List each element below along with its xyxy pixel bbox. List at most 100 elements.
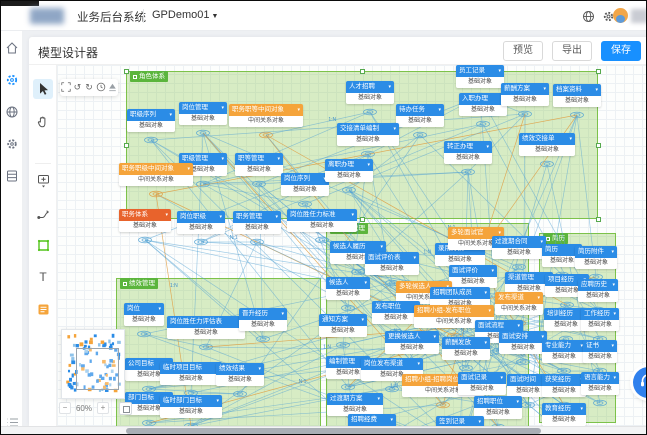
model-node-候选人履历[interactable]: 候选人履历 ▾ 基础对象 <box>330 241 386 264</box>
model-node-薪酬方案[interactable]: 薪酬方案 ▾ 基础对象 <box>501 83 549 106</box>
node-title[interactable]: 招聘职位 ▾ <box>474 396 522 408</box>
node-title[interactable]: 工作经历 ▾ <box>581 308 619 320</box>
selection-handle[interactable] <box>596 143 601 148</box>
node-title[interactable]: 晋升经历 ▾ <box>239 308 287 320</box>
text-tool-icon[interactable]: T <box>39 270 47 284</box>
chevron-down-icon[interactable]: ▾ <box>438 107 441 113</box>
model-node-招聘团队成员[interactable]: 招聘团队成员 ▾ 基础对象 <box>430 287 490 310</box>
model-node-面试评价表[interactable]: 面试评价表 ▾ 基础对象 <box>365 252 419 275</box>
preview-button[interactable]: 预览 <box>503 41 543 61</box>
chevron-down-icon[interactable]: ▾ <box>498 230 501 236</box>
model-node-岗位管理[interactable]: 岗位管理 ▾ 基础对象 <box>179 102 227 125</box>
chevron-down-icon[interactable]: ▾ <box>413 255 416 261</box>
model-node-候选人[interactable]: 候选人 ▾ 基础对象 <box>326 277 370 300</box>
node-title[interactable]: 岗位序列▾ <box>281 173 329 185</box>
minimap-viewport[interactable] <box>76 348 119 390</box>
model-node-简历附件[interactable]: 简历附件 ▾ 基础对象 <box>575 246 617 269</box>
add-node-icon[interactable] <box>33 171 53 191</box>
model-node-岗位[interactable]: 岗位 ▾ 基础对象 <box>124 303 164 326</box>
chevron-down-icon[interactable]: ▾ <box>484 340 487 346</box>
chevron-down-icon[interactable]: ▾ <box>187 166 190 172</box>
node-title[interactable]: 候选人履历 ▾ <box>330 241 386 253</box>
model-node-离职办理[interactable]: 离职办理 ▾ 基础对象 <box>325 159 373 182</box>
selection-handle[interactable] <box>360 217 365 222</box>
model-designer-icon[interactable] <box>5 73 19 87</box>
node-title[interactable]: 招聘小组-发布职位 ▾ <box>414 305 494 317</box>
node-title[interactable]: 发布渠道 ▾ <box>495 292 543 304</box>
avatar[interactable] <box>613 8 628 23</box>
model-node-专业能力[interactable]: 专业能力 ▾ 基础对象 <box>542 340 586 363</box>
model-node-证书[interactable]: 证书 ▾ 基础对象 <box>583 340 617 363</box>
fullscreen-icon[interactable] <box>61 82 71 93</box>
node-title[interactable]: 薪酬发放 ▾ <box>442 337 490 349</box>
chevron-down-icon[interactable]: ▾ <box>380 244 383 250</box>
node-title[interactable]: 离职办理 ▾ <box>325 159 373 171</box>
history-icon[interactable] <box>96 82 106 93</box>
zoom-out-button[interactable]: − <box>59 402 71 414</box>
node-title[interactable]: 岗位胜任力标准 ▾ <box>287 209 357 221</box>
chevron-down-icon[interactable]: ▾ <box>275 214 278 220</box>
cursor-icon[interactable] <box>33 79 53 99</box>
chevron-down-icon[interactable]: ▾ <box>580 343 583 349</box>
node-title[interactable]: 面试评价表 ▾ <box>365 252 419 264</box>
model-node-发布渠道[interactable]: 发布渠道 ▾ 中间关系对象 <box>495 292 543 315</box>
chevron-down-icon[interactable]: ▾ <box>221 156 224 162</box>
chevron-down-icon[interactable]: ▾ <box>537 295 540 301</box>
node-title[interactable]: 职级管理 ▾ <box>179 153 227 165</box>
node-title[interactable]: 档案资料 ▾ <box>553 84 601 96</box>
model-node-职级管理[interactable]: 职级管理 ▾ 基础对象 <box>179 153 227 176</box>
node-title[interactable]: 转正办理 ▾ <box>444 141 492 153</box>
model-node-发布职位[interactable]: 发布职位▾基础对象 <box>372 301 420 324</box>
chevron-down-icon[interactable]: ▾ <box>158 306 161 312</box>
model-node-临时项目目标[interactable]: 临时项目目标▾基础对象 <box>160 362 222 385</box>
chevron-down-icon[interactable]: ▾ <box>281 311 284 317</box>
model-node-应聘历史[interactable]: 应聘历史 ▾ 基础对象 <box>578 279 618 302</box>
node-title[interactable]: 简历附件 ▾ <box>575 246 617 258</box>
model-node-面试安排[interactable]: 面试安排 ▾ 基础对象 <box>499 331 547 354</box>
node-title[interactable]: 面试记录 ▾ <box>458 372 506 384</box>
chevron-down-icon[interactable]: ▾ <box>393 126 396 132</box>
assistant-fab[interactable] <box>633 367 646 398</box>
node-title[interactable]: 待办任务 ▾ <box>396 104 444 116</box>
model-node-签到记录[interactable]: 签到记录▾基础对象 <box>436 416 484 426</box>
model-node-职务职等中间对象[interactable]: 职务职等中间对象 ▾ 中间关系对象 <box>229 104 303 127</box>
node-title[interactable]: 岗位管理 ▾ <box>179 102 227 114</box>
model-node-获奖经历[interactable]: 获奖经历▾基础对象 <box>542 374 586 397</box>
chevron-down-icon[interactable]: ▾ <box>611 343 614 349</box>
chevron-down-icon[interactable]: ▾ <box>388 84 391 90</box>
globe-icon[interactable] <box>5 105 19 119</box>
node-title[interactable]: 过渡期合同 ▾ <box>492 236 546 248</box>
model-node-薪酬发放[interactable]: 薪酬发放 ▾ 基础对象 <box>442 337 490 360</box>
model-node-岗位发布渠道[interactable]: 岗位发布渠道 ▾ 基础对象 <box>361 358 423 381</box>
model-node-待办任务[interactable]: 待办任务 ▾ 基础对象 <box>396 104 444 127</box>
database-icon[interactable] <box>5 169 19 183</box>
chevron-down-icon[interactable]: ▾ <box>216 398 219 404</box>
model-node-面试记录[interactable]: 面试记录 ▾ 基础对象 <box>458 372 506 395</box>
save-button[interactable]: 保存 <box>601 41 641 61</box>
model-node-岗位序列[interactable]: 岗位序列▾基础对象 <box>281 173 329 196</box>
model-node-面试评价[interactable]: 面试评价 ▾ 基础对象 <box>449 265 497 288</box>
node-title[interactable]: 人才招聘 ▾ <box>346 81 394 93</box>
node-title[interactable]: 绩效交接单 ▾ <box>519 133 575 145</box>
chevron-down-icon[interactable]: ▾ <box>433 334 436 340</box>
model-node-招聘职位[interactable]: 招聘职位 ▾ 基础对象 <box>474 396 522 419</box>
chevron-down-icon[interactable]: ▾ <box>478 419 481 425</box>
node-title[interactable]: 过渡期方案 ▾ <box>327 393 383 405</box>
chevron-down-icon[interactable]: ▾ <box>613 311 616 317</box>
model-node-职等管理[interactable]: 职等管理 ▾ 基础对象 <box>235 153 283 176</box>
model-node-通知方案[interactable]: 通知方案 ▾ 基础对象 <box>319 314 367 337</box>
horizontal-scrollbar-thumb[interactable] <box>126 428 541 434</box>
model-node-职务体系[interactable]: 职务体系 ▾ 基础对象 <box>119 209 171 232</box>
chevron-down-icon[interactable]: ▾ <box>595 87 598 93</box>
node-title[interactable]: 临时项目目标▾ <box>160 362 222 374</box>
project-switcher[interactable]: GPDemo01 ▼ <box>152 9 218 21</box>
node-title[interactable]: 临时部门目标 ▾ <box>160 395 222 407</box>
note-tool-icon[interactable] <box>33 299 53 319</box>
node-title[interactable]: 多轮面试官 ▾ <box>448 227 504 239</box>
chevron-down-icon[interactable]: ▾ <box>258 366 261 372</box>
chevron-down-icon[interactable]: ▾ <box>277 156 280 162</box>
model-node-岗位胜任力评估表[interactable]: 岗位胜任力评估表▾基础对象 <box>167 316 245 339</box>
redo-icon[interactable]: ↻ <box>85 82 93 92</box>
align-icon[interactable] <box>107 82 117 93</box>
model-node-职务职级中间对象[interactable]: 职务职级中间对象 ▾ 中间关系对象 <box>119 163 193 186</box>
